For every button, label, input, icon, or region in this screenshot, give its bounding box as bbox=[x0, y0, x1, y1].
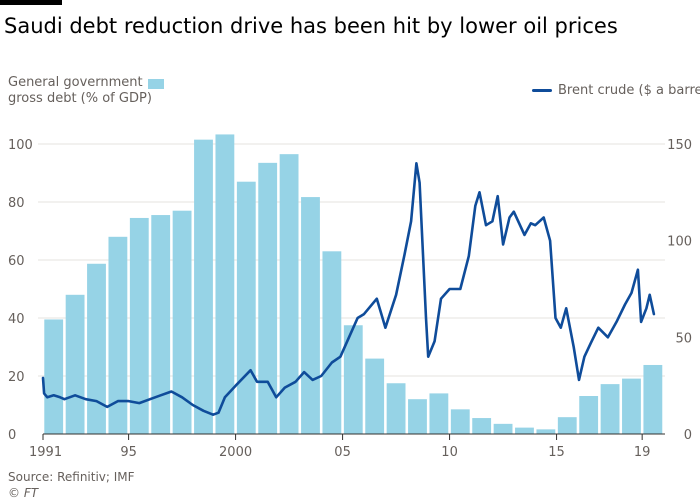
source-note: Source: Refinitiv; IMF bbox=[8, 470, 135, 484]
brent-crude-line bbox=[41, 162, 656, 416]
debt-bar bbox=[365, 358, 385, 434]
x-tick-label: 15 bbox=[548, 445, 565, 460]
legend-oil: Brent crude ($ a barrel) bbox=[532, 83, 700, 98]
debt-bar bbox=[408, 399, 427, 434]
debt-bar bbox=[515, 427, 534, 434]
debt-bar bbox=[643, 364, 663, 434]
debt-bar bbox=[343, 325, 363, 434]
right-tick-label: 50 bbox=[675, 331, 692, 346]
debt-bar bbox=[258, 162, 278, 434]
legend-debt-label: General government gross debt (% of GDP) bbox=[8, 75, 152, 107]
debt-bar bbox=[429, 393, 449, 434]
debt-bar bbox=[279, 154, 299, 434]
debt-bar bbox=[108, 236, 128, 434]
debt-bar bbox=[600, 384, 620, 434]
ft-top-rule bbox=[0, 0, 62, 5]
debt-bar bbox=[450, 409, 470, 434]
debt-bar bbox=[472, 418, 492, 434]
debt-bar bbox=[386, 383, 406, 434]
left-tick-label: 80 bbox=[8, 196, 25, 211]
x-tick-label: 05 bbox=[334, 445, 351, 460]
debt-bar bbox=[622, 378, 641, 434]
left-tick-label: 40 bbox=[8, 312, 25, 327]
debt-bar bbox=[65, 294, 85, 434]
x-tick-label: 19 bbox=[634, 445, 651, 460]
left-tick-label: 100 bbox=[8, 138, 33, 153]
legend-oil-label: Brent crude ($ a barrel) bbox=[558, 83, 700, 98]
right-tick-label: 100 bbox=[667, 235, 692, 250]
debt-bar bbox=[151, 215, 171, 434]
x-tick-label: 95 bbox=[120, 445, 137, 460]
debt-bar bbox=[87, 263, 106, 434]
x-tick-label: 2000 bbox=[219, 445, 252, 460]
legend-debt-label-line2: gross debt (% of GDP) bbox=[8, 91, 152, 106]
x-tick-label: 1991 bbox=[29, 445, 62, 460]
debt-bar bbox=[194, 139, 213, 434]
legend-oil-swatch bbox=[532, 89, 552, 92]
debt-bar bbox=[536, 429, 556, 434]
left-tick-label: 60 bbox=[8, 254, 25, 269]
debt-bar bbox=[557, 417, 577, 434]
debt-bar bbox=[172, 210, 192, 434]
left-tick-label: 20 bbox=[8, 370, 25, 385]
debt-bar bbox=[129, 217, 149, 434]
debt-bar bbox=[236, 181, 256, 434]
debt-bar bbox=[493, 423, 513, 434]
debt-bar bbox=[44, 319, 64, 434]
debt-bar bbox=[301, 197, 320, 434]
debt-bar bbox=[215, 134, 235, 434]
chart-title: Saudi debt reduction drive has been hit … bbox=[4, 14, 618, 38]
right-tick-label: 150 bbox=[667, 138, 692, 153]
legend-debt-label-line1: General government bbox=[8, 75, 143, 90]
x-tick-label: 10 bbox=[441, 445, 458, 460]
debt-bar bbox=[322, 251, 342, 434]
debt-bar bbox=[579, 396, 599, 434]
ft-credit: © FT bbox=[8, 486, 39, 500]
right-tick-label: 0 bbox=[684, 428, 692, 443]
left-tick-label: 0 bbox=[8, 428, 16, 443]
legend-debt-swatch bbox=[148, 79, 164, 89]
